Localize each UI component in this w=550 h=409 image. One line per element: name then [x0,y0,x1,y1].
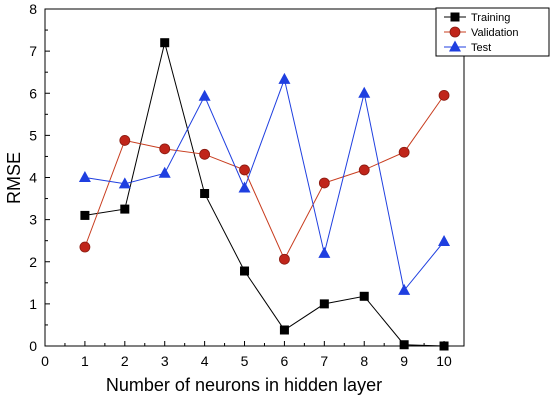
series-test-point [78,171,91,182]
y-tick-label: 6 [29,85,37,101]
series-validation-point [279,253,290,265]
y-axis-title: RMSE [4,152,24,204]
legend-test-marker [449,40,461,52]
series-training-point [80,210,90,220]
series-validation-point [438,89,450,101]
legend-training-marker [450,12,460,22]
x-tick-label: 1 [81,353,89,369]
x-tick-label: 9 [400,353,408,369]
legend: Training Validation Test [435,7,550,57]
x-tick-label: 3 [161,353,169,369]
x-axis-title: Number of neurons in hidden layer [106,375,382,395]
series-training-line [84,42,445,347]
legend-validation-marker [449,26,461,38]
series-test [78,72,451,295]
x-tick-label: 0 [41,353,49,369]
y-tick-label: 4 [29,170,37,186]
series-training-point [200,189,210,199]
series-test-line [84,77,445,292]
series-test-point [318,246,331,258]
series-test-point [438,235,451,247]
series-training [80,38,449,351]
series-validation-point [318,177,330,189]
series-training-point [279,325,289,335]
series-training-point [439,341,449,351]
x-tick-label: 4 [201,353,209,369]
x-tick-label: 6 [281,353,289,369]
y-tick-label: 3 [29,212,37,228]
x-tick-label: 7 [320,353,328,369]
series-training-point [160,38,170,48]
y-tick-label: 5 [29,127,37,143]
legend-validation-label: Validation [471,27,519,39]
series-test-point [398,283,411,295]
series-validation-point [239,164,250,176]
y-tick-label: 8 [29,1,37,17]
series-training-point [399,340,409,350]
y-tick-label: 7 [29,43,37,59]
series-training-point [120,204,130,214]
series-layer [78,38,451,351]
series-training-point [359,291,369,301]
series-training-point [319,299,329,309]
y-tick-label: 1 [29,296,37,312]
axes: 0 1 2 3 4 5 6 7 8 9 10 0 1 2 3 4 5 6 7 8 [29,1,465,369]
x-tick-label: 10 [436,353,452,369]
plot-frame [44,8,465,347]
y-tick-label: 2 [29,254,37,270]
series-validation-point [119,135,131,146]
series-test-point [198,89,211,101]
series-training-point [240,266,250,276]
series-test-point [238,181,251,193]
legend-training-label: Training [471,12,510,24]
series-validation [79,89,450,265]
series-validation-point [358,164,370,176]
legend-test-label: Test [471,42,491,54]
x-tick-label: 8 [360,353,368,369]
series-validation-point [199,148,211,160]
series-validation-point [159,143,171,155]
y-tick-label: 0 [29,338,37,354]
series-test-point [158,166,171,178]
series-test-point [118,177,131,189]
x-tick-label: 2 [121,353,129,369]
series-validation-point [79,241,91,253]
series-validation-point [398,146,410,158]
series-validation-line [84,95,445,261]
series-test-point [278,72,291,84]
x-tick-label: 5 [241,353,249,369]
series-test-point [358,86,371,98]
